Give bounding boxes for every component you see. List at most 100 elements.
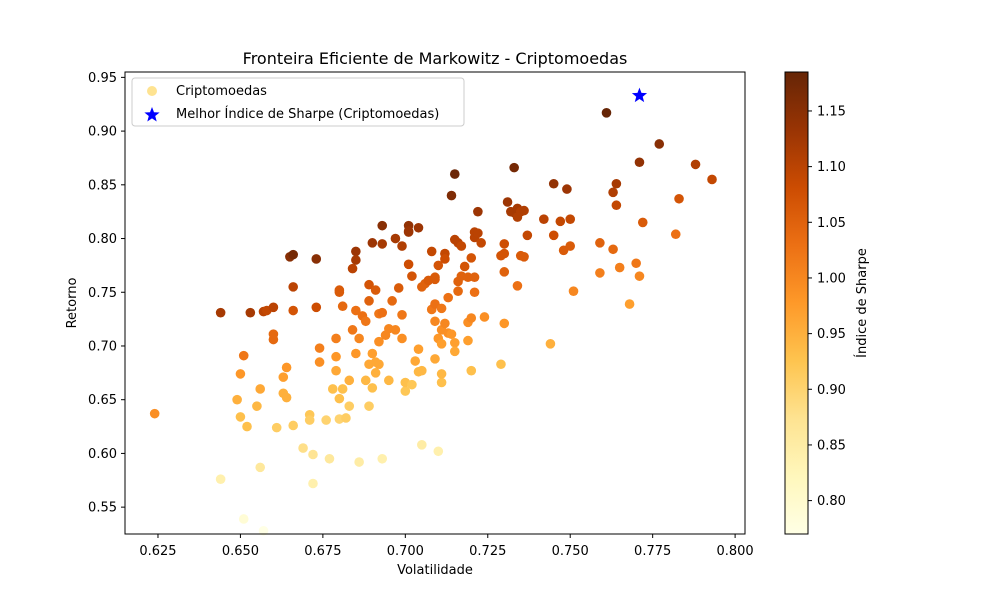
legend-label-best-sharpe: Melhor Índice de Sharpe (Criptomoedas) (176, 106, 439, 122)
scatter-point (245, 307, 256, 318)
scatter-point (308, 478, 318, 489)
scatter-point (473, 206, 483, 217)
scatter-point (390, 233, 401, 244)
colorbar-ticks: 0.80 0.85 0.90 0.95 1.00 1.05 1.10 1.15 (808, 104, 846, 509)
scatter-point (443, 292, 453, 303)
scatter-point (374, 359, 384, 370)
scatter-point (433, 260, 444, 271)
scatter-point (351, 348, 361, 359)
scatter-point (407, 271, 417, 281)
scatter-point (288, 282, 298, 292)
scatter-point (351, 305, 361, 316)
scatter-point (347, 263, 358, 274)
scatter-point (499, 267, 510, 277)
scatter-point (440, 318, 450, 329)
scatter-point (499, 239, 510, 249)
x-tick-label: 0.725 (469, 544, 506, 559)
scatter-point (341, 413, 351, 423)
scatter-point (539, 214, 549, 224)
best-sharpe-star (631, 87, 648, 103)
scatter-point (354, 457, 364, 467)
scatter-point (449, 169, 460, 179)
y-tick-label: 0.80 (88, 232, 117, 247)
x-axis-ticks: 0.625 0.650 0.675 0.700 0.725 0.750 0.775 0.800 (139, 534, 754, 559)
scatter-point (268, 302, 279, 313)
scatter-point (674, 193, 684, 204)
x-tick-label: 0.675 (304, 544, 341, 559)
scatter-point (252, 401, 262, 411)
scatter-point (417, 365, 427, 376)
scatter-point (374, 336, 384, 347)
scatter-point (707, 174, 717, 185)
legend-label-criptomoedas: Criptomoedas (176, 84, 267, 99)
plot-frame (124, 71, 746, 535)
scatter-point (403, 227, 414, 237)
scatter-point (440, 254, 450, 264)
scatter-point (466, 313, 477, 323)
scatter-point (446, 329, 457, 339)
scatter-point (364, 401, 374, 411)
scatter-point (413, 222, 424, 233)
scatter-point (595, 268, 605, 278)
x-tick-label: 0.650 (222, 544, 259, 559)
x-tick-label: 0.800 (716, 544, 753, 559)
scatter-point (360, 316, 371, 327)
scatter-point (548, 178, 559, 189)
colorbar-tick-label: 0.90 (817, 383, 846, 398)
colorbar-tick-label: 1.05 (817, 216, 846, 231)
legend: Criptomoedas Melhor Índice de Sharpe (Cr… (131, 77, 465, 127)
scatter-point (654, 139, 665, 149)
scatter-point (509, 162, 519, 173)
scatter-point (337, 301, 348, 312)
x-axis-label: Volatilidade (397, 563, 473, 578)
best-point-layer (631, 87, 648, 103)
scatter-point (634, 157, 645, 168)
colorbar-tick-label: 0.85 (817, 438, 846, 453)
scatter-point (311, 302, 322, 313)
scatter-point (496, 359, 506, 370)
scatter-point (255, 462, 266, 473)
colorbar-label: Índice de Sharpe (854, 248, 870, 358)
y-axis-label: Retorno (65, 278, 80, 329)
scatter-point (430, 272, 440, 283)
colorbar-tick-label: 1.00 (817, 271, 846, 286)
scatter-point (347, 325, 358, 335)
scatter-point (417, 440, 427, 450)
scatter-point (397, 241, 407, 251)
scatter-point (413, 344, 424, 355)
scatter-point (512, 281, 523, 291)
scatter-point (278, 372, 289, 382)
scatter-point (637, 217, 648, 228)
scatter-point (436, 303, 447, 314)
scatter-point (502, 197, 513, 207)
scatter-point (235, 369, 246, 379)
scatter-point (344, 401, 355, 411)
scatter-point (288, 420, 298, 431)
scatter-point (337, 384, 348, 394)
legend-box (131, 77, 465, 127)
scatter-point (281, 392, 292, 403)
scatter-point (426, 246, 437, 257)
scatter-point (410, 356, 421, 366)
colorbar-tick-label: 0.95 (817, 327, 846, 342)
scatter-point (370, 368, 381, 378)
scatter-point (519, 205, 529, 216)
scatter-point (334, 285, 345, 295)
scatter-point (327, 384, 338, 394)
y-tick-label: 0.90 (88, 125, 117, 140)
scatter-point (367, 383, 378, 393)
y-tick-label: 0.75 (88, 286, 117, 301)
scatter-point (288, 249, 298, 260)
scatter-point (387, 296, 397, 306)
scatter-point (377, 239, 388, 249)
scatter-point (149, 408, 160, 419)
chart-title: Fronteira Eficiente de Markowitz - Cript… (243, 49, 628, 68)
scatter-point (519, 251, 529, 262)
scatter-point (334, 393, 345, 404)
scatter-point (308, 449, 318, 460)
scatter-point (548, 230, 559, 241)
scatter-point (476, 238, 486, 248)
scatter-point (407, 379, 417, 390)
scatter-point (479, 312, 490, 322)
scatter-point (601, 108, 612, 118)
